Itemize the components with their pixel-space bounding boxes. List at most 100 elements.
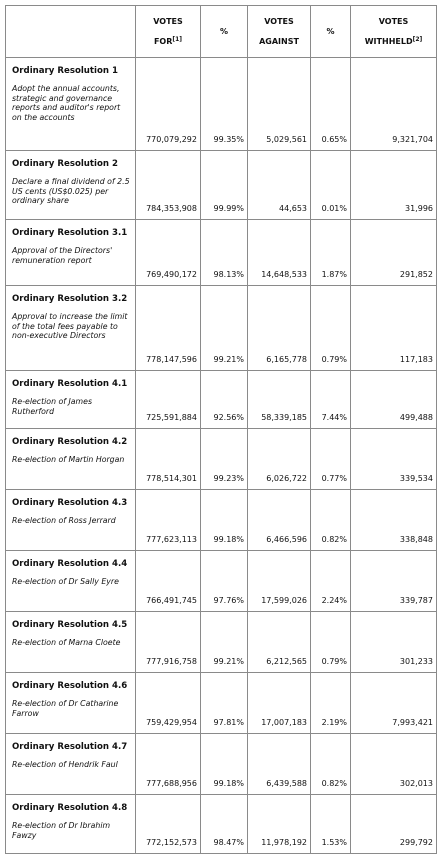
- resolution-row: Ordinary Resolution 4.8 Re-election of Dr…: [5, 794, 437, 854]
- resolution-cell: Ordinary Resolution 4.8 Re-election of Dr…: [5, 794, 136, 854]
- value-cell: 99.21%: [200, 285, 248, 371]
- value-cell: 99.18%: [200, 733, 248, 795]
- resolution-row: Ordinary Resolution 4.6 Re-election of Dr…: [5, 672, 437, 734]
- header-cell: [5, 5, 136, 58]
- resolution-title: Ordinary Resolution 4.2: [12, 437, 128, 447]
- value-cell: 770,079,292: [135, 57, 201, 151]
- value-cell: 7,993,421: [350, 672, 437, 734]
- value-cell: 0.01%: [310, 150, 351, 220]
- resolution-row: Ordinary Resolution 2 Declare a final div…: [5, 150, 437, 220]
- header-cell: VOTES WITHHELD[2]: [350, 5, 437, 58]
- value-cell: 339,534: [350, 428, 437, 490]
- value-cell: 0.65%: [310, 57, 351, 151]
- resolution-description: Re-election of Ross Jerrard: [12, 516, 116, 525]
- value-cell: 338,848: [350, 489, 437, 551]
- resolution-cell: Ordinary Resolution 4.2 Re-election of Ma…: [5, 428, 136, 490]
- resolution-description: Re-election of Martin Horgan: [12, 455, 125, 464]
- resolution-title: Ordinary Resolution 4.4: [12, 559, 128, 569]
- value-cell: 339,787: [350, 550, 437, 612]
- resolution-description: Re-election of Dr Ibrahim Fawzy: [12, 821, 111, 840]
- value-cell: 0.82%: [310, 733, 351, 795]
- value-cell: 58,339,185: [247, 370, 311, 429]
- value-cell: 6,466,596: [247, 489, 311, 551]
- value-cell: 99.35%: [200, 57, 248, 151]
- resolution-title: Ordinary Resolution 4.1: [12, 379, 128, 389]
- header-text: VOTES AGAINST: [259, 16, 299, 46]
- value-cell: 99.18%: [200, 489, 248, 551]
- resolution-row: Ordinary Resolution 4.4 Re-election of Dr…: [5, 550, 437, 612]
- header-text: VOTES WITHHELD: [364, 16, 413, 46]
- header-cell: VOTES AGAINST: [247, 5, 311, 58]
- value-cell: 784,353,908: [135, 150, 201, 220]
- resolution-description: Re-election of Dr Sally Eyre: [12, 577, 119, 586]
- resolution-cell: Ordinary Resolution 4.4 Re-election of Dr…: [5, 550, 136, 612]
- resolution-row: Ordinary Resolution 4.2 Re-election of Ma…: [5, 428, 437, 490]
- resolution-cell: Ordinary Resolution 4.5 Re-election of Ma…: [5, 611, 136, 673]
- resolution-row: Ordinary Resolution 3.2 Approval to incre…: [5, 285, 437, 371]
- value-cell: 99.21%: [200, 611, 248, 673]
- value-cell: 725,591,884: [135, 370, 201, 429]
- resolution-description: Re-election of Dr Catharine Farrow: [12, 699, 119, 718]
- resolution-description: Re-election of James Rutherford: [12, 397, 93, 416]
- value-cell: 9,321,704: [350, 57, 437, 151]
- value-cell: 759,429,954: [135, 672, 201, 734]
- header-text: %: [219, 26, 228, 36]
- value-cell: 0.82%: [310, 489, 351, 551]
- value-cell: 772,152,573: [135, 794, 201, 854]
- value-cell: 1.53%: [310, 794, 351, 854]
- header-cell: %: [310, 5, 351, 58]
- resolution-row: Ordinary Resolution 4.3 Re-election of Ro…: [5, 489, 437, 551]
- value-cell: 17,599,026: [247, 550, 311, 612]
- resolution-title: Ordinary Resolution 2: [12, 159, 118, 169]
- resolution-title: Ordinary Resolution 1: [12, 66, 118, 76]
- value-cell: 777,623,113: [135, 489, 201, 551]
- resolution-title: Ordinary Resolution 4.5: [12, 620, 128, 630]
- value-cell: 291,852: [350, 219, 437, 286]
- value-cell: 117,183: [350, 285, 437, 371]
- footnote-ref: [2]: [412, 35, 423, 43]
- footnote-ref: [1]: [172, 35, 183, 43]
- value-cell: 766,491,745: [135, 550, 201, 612]
- value-cell: 14,648,533: [247, 219, 311, 286]
- value-cell: 98.13%: [200, 219, 248, 286]
- resolution-description: Approval of the Directors' remuneration …: [12, 246, 113, 265]
- value-cell: 6,026,722: [247, 428, 311, 490]
- resolution-title: Ordinary Resolution 3.1: [12, 228, 128, 238]
- value-cell: 0.77%: [310, 428, 351, 490]
- resolution-cell: Ordinary Resolution 4.3 Re-election of Ro…: [5, 489, 136, 551]
- resolution-title: Ordinary Resolution 4.6: [12, 681, 128, 691]
- value-cell: 777,916,758: [135, 611, 201, 673]
- value-cell: 5,029,561: [247, 57, 311, 151]
- value-cell: 11,978,192: [247, 794, 311, 854]
- value-cell: 31,996: [350, 150, 437, 220]
- value-cell: 299,792: [350, 794, 437, 854]
- value-cell: 301,233: [350, 611, 437, 673]
- value-cell: 778,514,301: [135, 428, 201, 490]
- header-cell: VOTES FOR[1]: [135, 5, 201, 58]
- results-table: VOTES FOR[1]% VOTES AGAINST% VOTES WITHHEL…: [5, 5, 437, 854]
- resolution-description: Re-election of Marna Cloete: [12, 638, 121, 647]
- value-cell: 777,688,956: [135, 733, 201, 795]
- resolution-description: Approval to increase the limit of the to…: [12, 312, 128, 340]
- value-cell: 0.79%: [310, 611, 351, 673]
- value-cell: 97.76%: [200, 550, 248, 612]
- value-cell: 302,013: [350, 733, 437, 795]
- value-cell: 6,439,588: [247, 733, 311, 795]
- resolution-cell: Ordinary Resolution 4.7 Re-election of He…: [5, 733, 136, 795]
- value-cell: 92.56%: [200, 370, 248, 429]
- value-cell: 2.19%: [310, 672, 351, 734]
- resolution-cell: Ordinary Resolution 1 Adopt the annual ac…: [5, 57, 136, 151]
- value-cell: 6,212,565: [247, 611, 311, 673]
- value-cell: 98.47%: [200, 794, 248, 854]
- header-text: VOTES FOR: [153, 16, 183, 46]
- resolution-description: Adopt the annual accounts, strategic and…: [12, 84, 121, 122]
- resolution-description: Declare a final dividend of 2.5 US cents…: [12, 177, 130, 205]
- value-cell: 7.44%: [310, 370, 351, 429]
- resolution-title: Ordinary Resolution 3.2: [12, 294, 128, 304]
- resolution-cell: Ordinary Resolution 4.6 Re-election of Dr…: [5, 672, 136, 734]
- value-cell: 1.87%: [310, 219, 351, 286]
- resolution-cell: Ordinary Resolution 3.1 Approval of the D…: [5, 219, 136, 286]
- value-cell: 6,165,778: [247, 285, 311, 371]
- value-cell: 97.81%: [200, 672, 248, 734]
- resolution-title: Ordinary Resolution 4.7: [12, 742, 128, 752]
